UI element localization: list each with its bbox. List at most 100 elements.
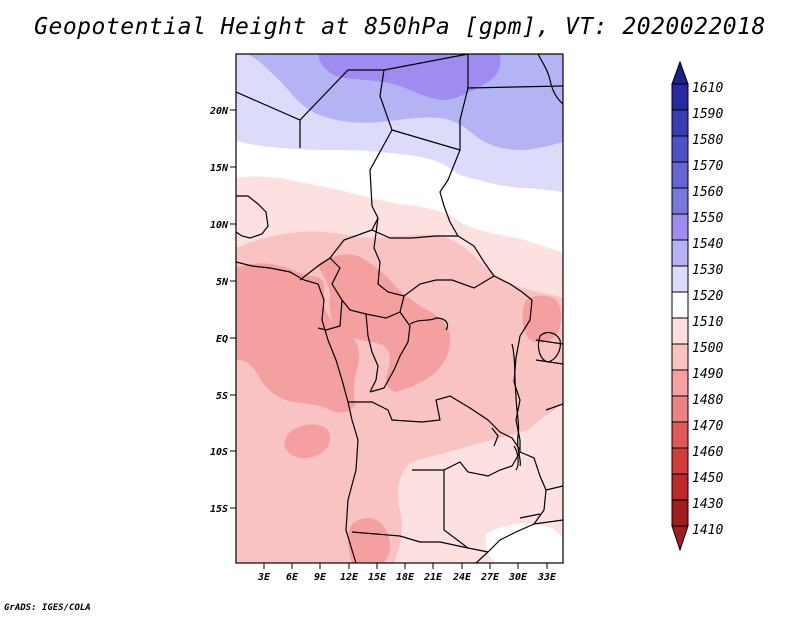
border-line <box>443 470 469 549</box>
lon-label: 12E <box>340 572 359 583</box>
lon-label: 18E <box>396 572 415 583</box>
colorbar-swatch <box>671 473 689 501</box>
field-1480-region-southeast <box>348 518 390 563</box>
border-line <box>383 54 469 71</box>
coastline <box>236 54 563 563</box>
lat-label: EQ <box>216 334 228 345</box>
colorbar-label: 1510 <box>692 315 723 330</box>
colorbar-label: 1430 <box>692 497 723 512</box>
colorbar-label: 1570 <box>692 159 723 174</box>
lat-label: 15N <box>210 163 229 174</box>
colorbar-swatch <box>671 395 689 423</box>
colorbar-label: 1590 <box>692 107 723 122</box>
colorbar-swatch <box>671 109 689 137</box>
lat-ticks <box>230 109 236 509</box>
colorbar-swatch <box>671 499 689 527</box>
lat-label: 5N <box>216 277 229 288</box>
lake-outline <box>519 513 541 519</box>
colorbar-label: 1530 <box>692 263 723 278</box>
colorbar-swatch <box>671 239 689 267</box>
border-line <box>369 311 411 393</box>
lon-label: 27E <box>480 572 500 583</box>
lon-label: 24E <box>452 572 472 583</box>
border-line <box>545 485 563 491</box>
colorbar-labels: 1610 1590 1580 1570 1560 1550 1540 1530 … <box>692 81 723 538</box>
footer-credit: GrADS: IGES/COLA <box>4 603 91 613</box>
lake-outline <box>409 317 449 331</box>
country-borders <box>236 54 563 563</box>
colorbar-swatch <box>671 343 689 371</box>
colorbar-bottom-arrow <box>671 525 689 552</box>
colorbar-label: 1500 <box>692 341 723 356</box>
lake-outline <box>537 331 561 363</box>
colorbar-label: 1490 <box>692 367 723 382</box>
border-line <box>348 395 521 451</box>
colorbar-top-arrow <box>671 60 689 85</box>
border-line <box>513 299 533 383</box>
coastline-line <box>351 549 357 563</box>
border-line <box>439 87 533 301</box>
colorbar-label: 1410 <box>692 523 723 538</box>
coastline-line <box>537 54 563 105</box>
lon-label: 6E <box>286 572 299 583</box>
lake-outline <box>511 343 522 467</box>
colorbar-swatch <box>671 265 689 293</box>
field-1510-region-southeast <box>485 523 563 563</box>
field-1480-region-west <box>236 263 360 413</box>
lat-label: 20N <box>209 106 229 117</box>
border-line <box>533 519 563 525</box>
lon-label: 3E <box>257 572 271 583</box>
colorbar-swatch <box>671 135 689 163</box>
colorbar-label: 1450 <box>692 471 723 486</box>
colorbar-swatch <box>671 447 689 475</box>
lat-labels: 20N 15N 10N 5N EQ 5S 10S 15S <box>209 106 229 515</box>
colorbar-swatch <box>671 213 689 241</box>
lake-outline <box>491 427 499 447</box>
lat-label: 10N <box>210 220 229 231</box>
border-line <box>345 401 359 551</box>
colorbar-label: 1470 <box>692 419 723 434</box>
field-1480-region-center <box>318 254 451 392</box>
border-line <box>412 451 521 477</box>
map-title: Geopotential Height at 850hPa [gpm], VT:… <box>34 14 766 40</box>
border-line <box>329 257 405 319</box>
lon-ticks <box>263 563 548 569</box>
coastline-line <box>236 261 349 403</box>
colorbar-label: 1480 <box>692 393 723 408</box>
field-1540-region <box>318 54 501 100</box>
border-line <box>317 299 343 331</box>
map-field <box>236 54 563 563</box>
map-frame <box>235 53 564 564</box>
border-line <box>391 129 461 151</box>
border-line <box>371 229 458 239</box>
colorbar-swatch <box>671 421 689 449</box>
colorbar-swatch <box>671 187 689 215</box>
field-1480-region-east <box>522 295 562 343</box>
lon-label: 21E <box>423 572 443 583</box>
field-1480-region-south <box>284 424 331 459</box>
lon-label: 30E <box>508 572 528 583</box>
colorbar-swatch <box>671 369 689 397</box>
lat-label: 5S <box>216 391 228 402</box>
colorbar-label: 1460 <box>692 445 723 460</box>
coastline-line <box>236 195 269 239</box>
lat-label: 10S <box>210 447 228 458</box>
colorbar-swatch <box>671 83 689 111</box>
border-line <box>475 451 547 563</box>
lon-label: 9E <box>314 572 327 583</box>
lake-outline <box>513 445 519 471</box>
border-line <box>365 313 379 393</box>
colorbar-label: 1580 <box>692 133 723 148</box>
colorbar-label: 1610 <box>692 81 723 96</box>
colorbar-label: 1550 <box>692 211 723 226</box>
border-line <box>535 339 563 345</box>
colorbar-swatch <box>671 317 689 345</box>
colorbar <box>671 60 689 552</box>
colorbar-label: 1540 <box>692 237 723 252</box>
lon-label: 15E <box>368 572 387 583</box>
border-line <box>513 381 521 452</box>
border-line <box>236 69 393 281</box>
lon-label: 33E <box>537 572 557 583</box>
colorbar-swatch <box>671 291 689 319</box>
